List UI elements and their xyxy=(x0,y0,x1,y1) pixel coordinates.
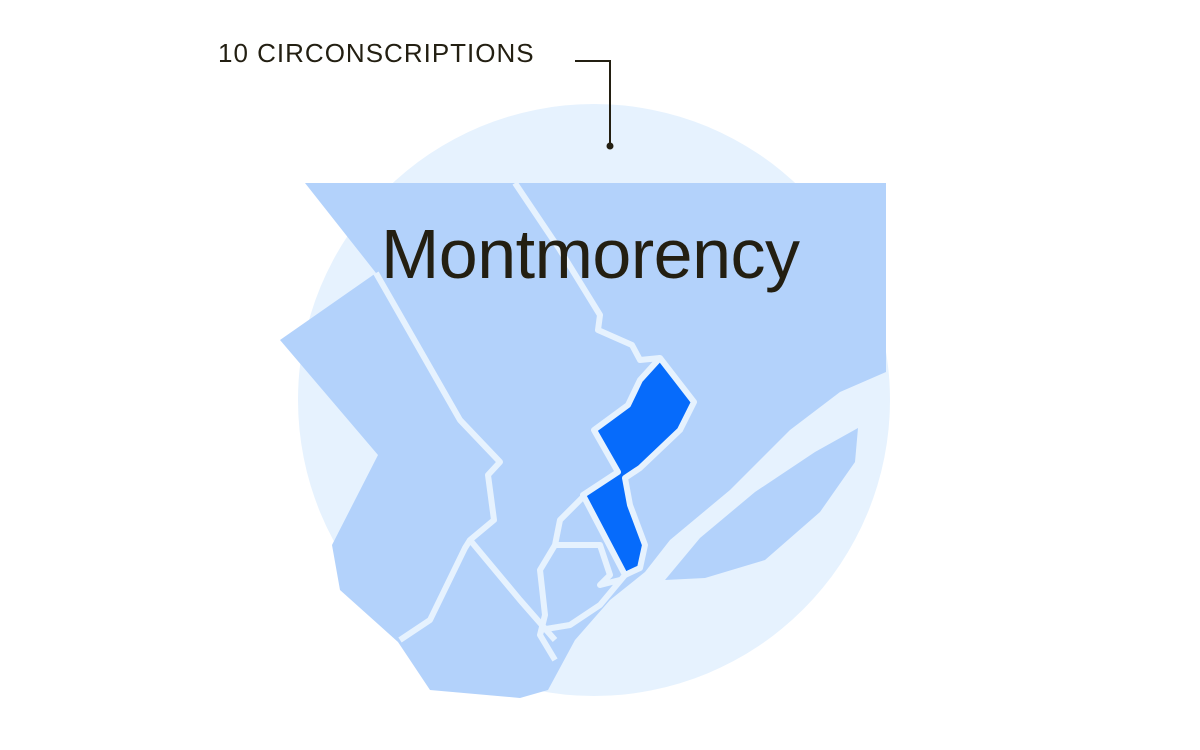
land-region xyxy=(280,183,886,698)
district-count-label: 10 CIRCONSCRIPTIONS xyxy=(218,38,535,68)
island-orleans xyxy=(665,428,858,580)
district-borders xyxy=(373,181,661,662)
highlighted-district-label: Montmorency xyxy=(381,215,800,293)
leader-dot xyxy=(606,142,614,150)
district-montmorency[interactable] xyxy=(580,355,697,578)
leader-line xyxy=(575,60,611,146)
